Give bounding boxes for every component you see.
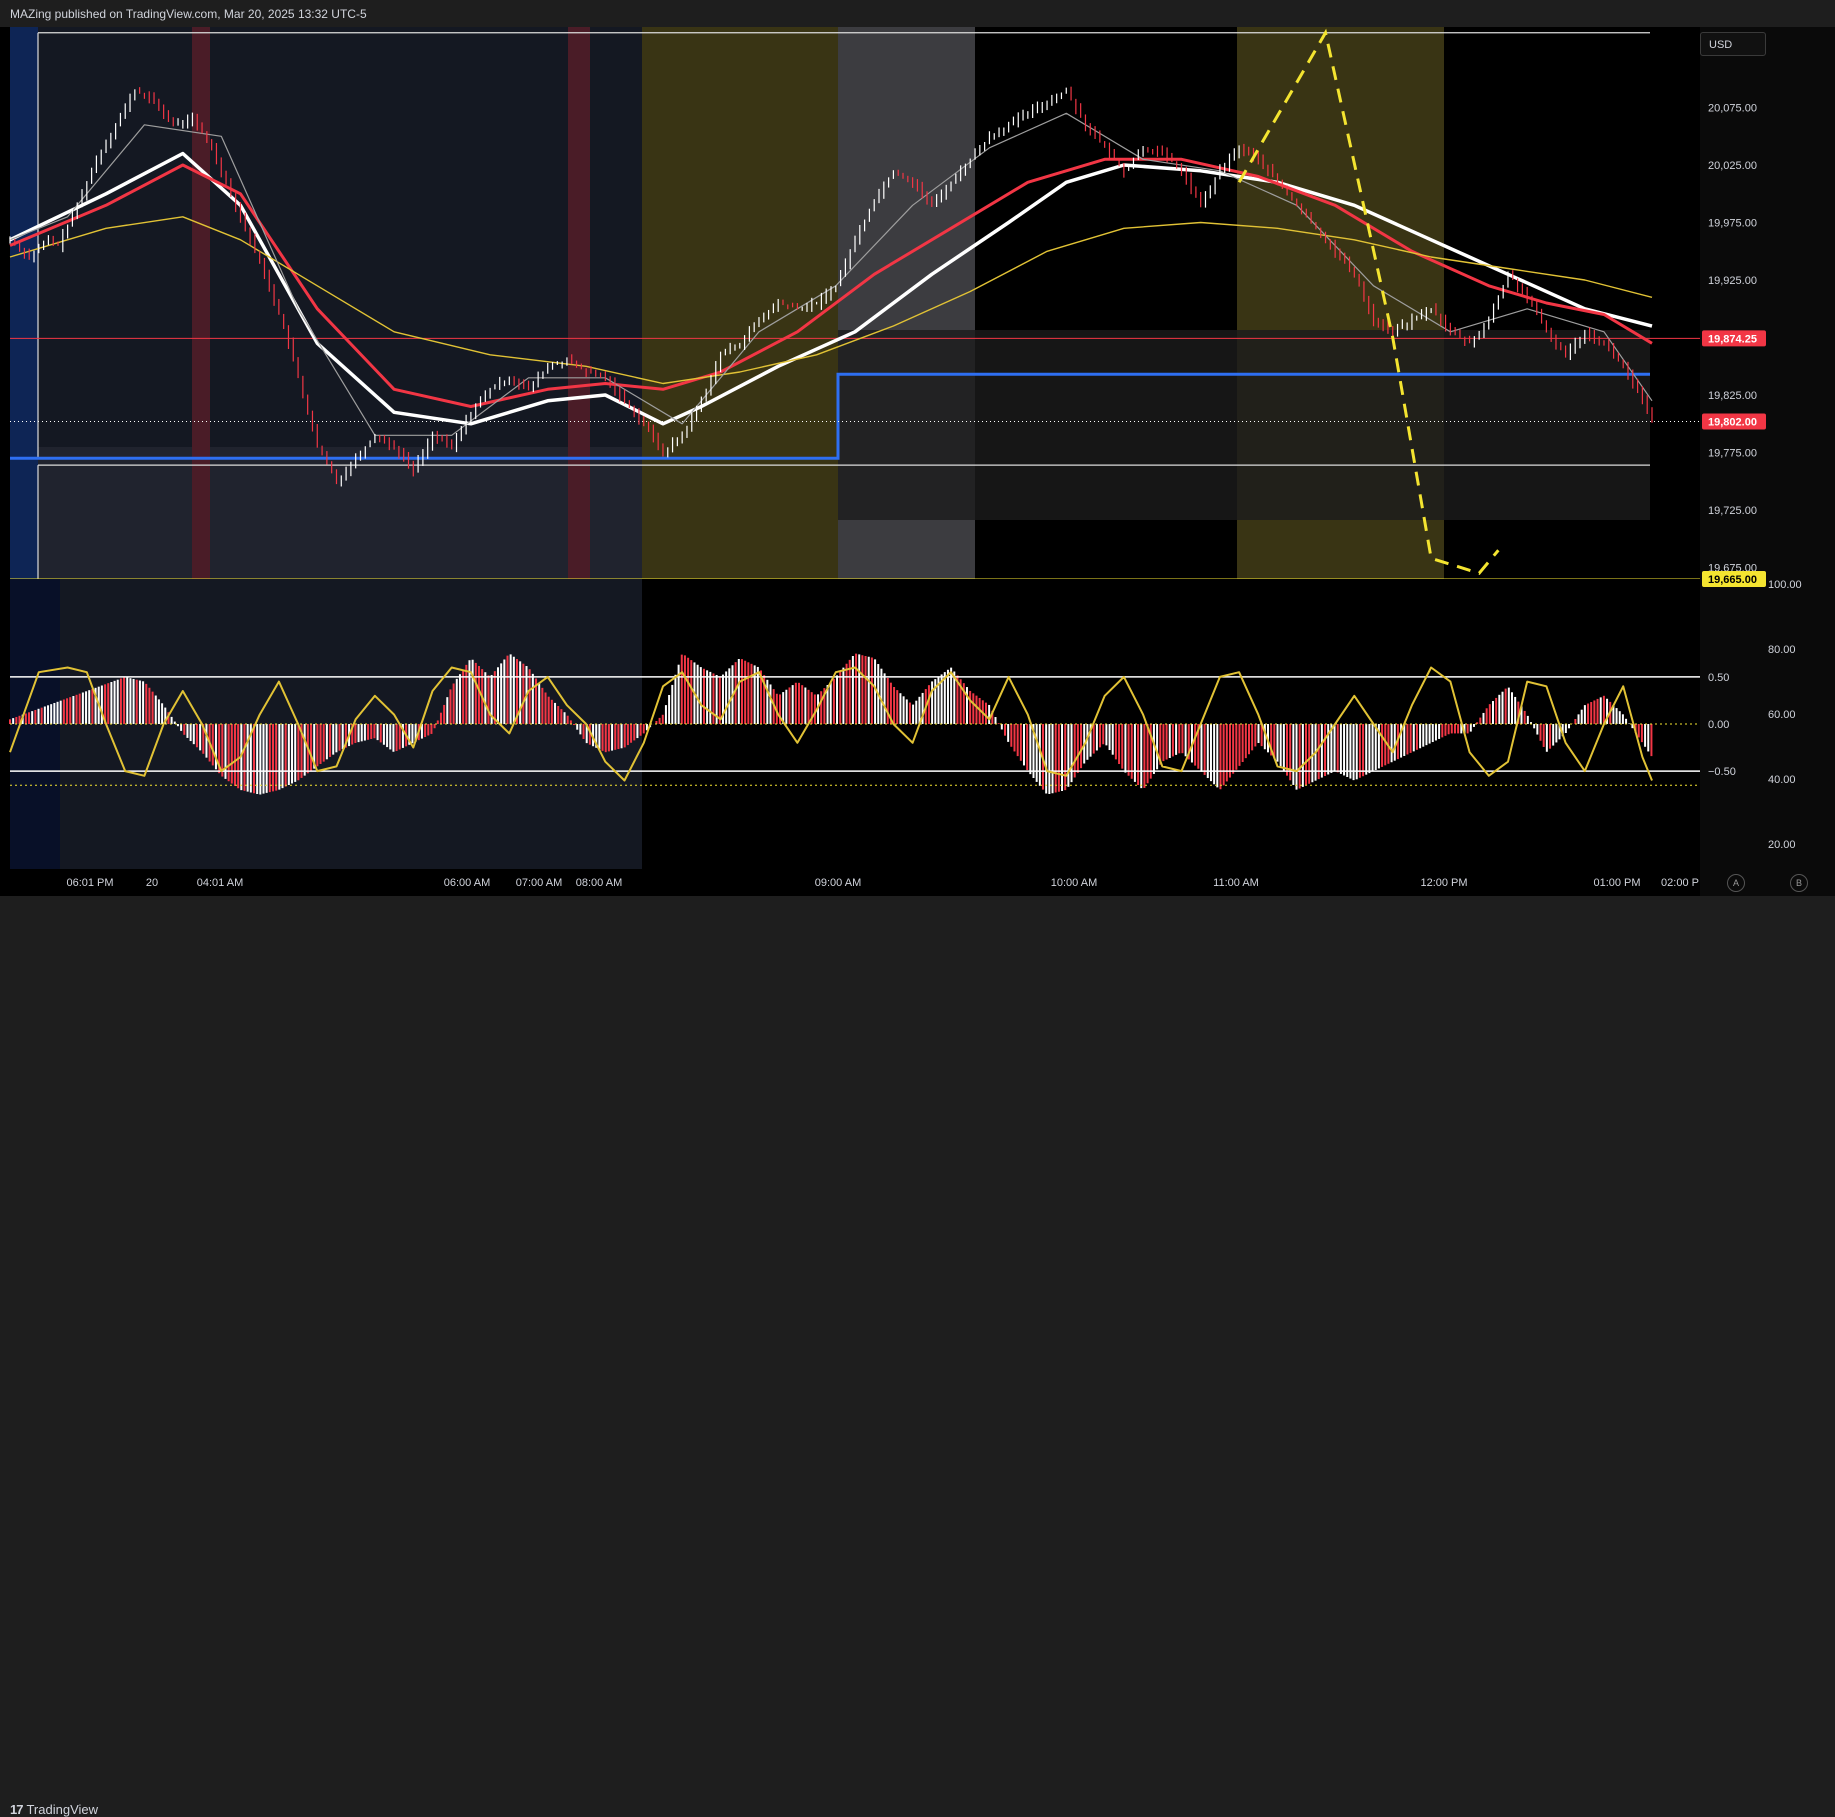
price-levels — [10, 32, 1700, 580]
log-scale-button[interactable]: B — [1790, 874, 1808, 892]
brand-name: TradingView — [26, 1802, 99, 1817]
price-tick-label: 19,975.00 — [1708, 218, 1757, 230]
time-tick-label: 12:00 PM — [1420, 877, 1467, 889]
price-tick-label: 19,775.00 — [1708, 448, 1757, 460]
published-note: MAZing published on TradingView.com, Mar… — [10, 7, 367, 21]
bottom-bar: 17 TradingView — [0, 896, 1835, 1817]
range-boxes — [838, 330, 1650, 520]
oscillator-right-tick-label: 40.00 — [1768, 774, 1796, 786]
time-tick-label: 06:00 AM — [444, 877, 490, 889]
oscillator-pane: 0.50 0.00 −0.50 100.00 80.00 60.00 40.00 20.00 — [0, 579, 1802, 869]
tradingview-logo: 17 TradingView — [10, 1802, 98, 1817]
price-label-text: 19,802.00 — [1708, 416, 1757, 428]
price-tick-label: 19,825.00 — [1708, 390, 1757, 402]
time-tick-label: 20 — [146, 877, 158, 889]
top-bar: MAZing published on TradingView.com, Mar… — [0, 0, 1835, 27]
oscillator-signal-line — [9, 666, 1653, 782]
auto-scale-button[interactable]: A — [1727, 874, 1745, 892]
time-tick-label: 04:01 AM — [197, 877, 243, 889]
time-tick-label: 07:00 AM — [516, 877, 562, 889]
oscillator-right-tick-label: 80.00 — [1768, 644, 1796, 656]
time-tick-label: 01:00 PM — [1593, 877, 1640, 889]
oscillator-right-tick-label: 60.00 — [1768, 709, 1796, 721]
time-axis: 06:01 PM 20 04:01 AM 06:00 AM 07:00 AM 08:00 … — [0, 869, 1700, 896]
oscillator-tick-label: 0.50 — [1708, 672, 1729, 684]
time-tick-label: 06:01 PM — [66, 877, 113, 889]
oscillator-right-tick-label: 100.00 — [1768, 579, 1802, 591]
killzone-stripe — [192, 27, 210, 579]
price-label-tag — [1702, 413, 1766, 430]
oscillator-tick-label: 0.00 — [1708, 719, 1729, 731]
oscillator-right-tick-label: 20.00 — [1768, 839, 1796, 851]
price-tick-label: 20,025.00 — [1708, 160, 1757, 172]
price-tick-label: 19,725.00 — [1708, 505, 1757, 517]
tradingview-mark-icon: 17 — [10, 1802, 24, 1817]
price-tick-label: 20,075.00 — [1708, 103, 1757, 115]
session-zones — [10, 27, 1652, 612]
moving-average-line — [9, 216, 1653, 385]
killzone-stripe — [568, 27, 590, 579]
price-candles — [9, 86, 1653, 487]
moving-average-line — [9, 157, 1653, 408]
projection-dashed-line — [1237, 28, 1500, 575]
time-tick-label: 08:00 AM — [576, 877, 622, 889]
price-label-text: 19,874.25 — [1708, 333, 1757, 345]
currency-select[interactable]: USD — [1700, 32, 1766, 56]
time-tick-label: 02:00 P — [1661, 877, 1699, 889]
time-tick-label: 09:00 AM — [815, 877, 861, 889]
blue-level-line — [10, 372, 1650, 460]
time-tick-label: 11:00 AM — [1213, 877, 1259, 889]
price-axis-background — [1700, 27, 1835, 896]
value-area-box — [838, 330, 1650, 520]
projection-path — [1237, 28, 1500, 575]
price-label-tag — [1702, 571, 1766, 587]
price-label-text: 19,665.00 — [1708, 574, 1757, 586]
moving-averages — [9, 112, 1653, 436]
time-tick-label: 10:00 AM — [1051, 877, 1097, 889]
session-zone — [10, 27, 38, 579]
oscillator-tick-label: −0.50 — [1708, 766, 1736, 778]
session-zone — [642, 27, 838, 579]
chart-canvas[interactable]: 20,125.0020,075.0020,025.0019,975.0019,9… — [0, 27, 1835, 896]
price-tick-label: 19,925.00 — [1708, 275, 1757, 287]
time-axis-background — [0, 869, 1700, 896]
price-label-tag — [1702, 330, 1766, 347]
